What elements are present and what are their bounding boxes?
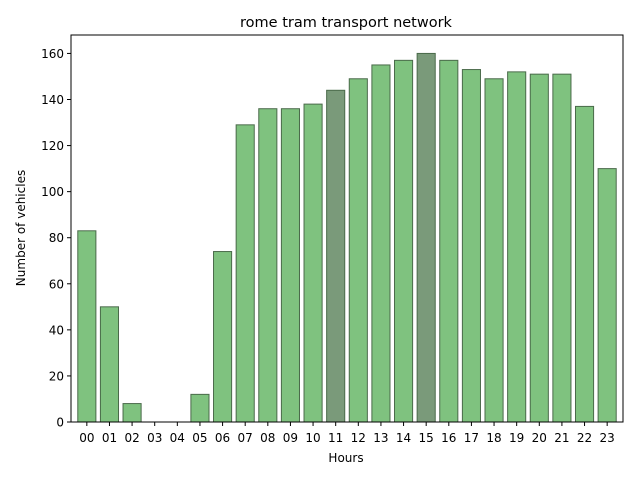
bar-15 <box>416 52 436 423</box>
x-tick-label: 12 <box>351 431 366 445</box>
bar-18 <box>484 78 504 423</box>
bar-05 <box>190 393 210 423</box>
y-axis-label: Number of vehicles <box>14 170 28 286</box>
bar-02 <box>122 403 142 423</box>
x-tick-label: 16 <box>441 431 456 445</box>
x-tick-label: 02 <box>124 431 139 445</box>
bar-19 <box>507 71 527 423</box>
y-tick-label: 80 <box>49 231 64 245</box>
bar-01 <box>99 306 120 423</box>
y-tick-label: 60 <box>49 277 64 291</box>
y-tick-label: 140 <box>41 93 64 107</box>
x-tick-label: 01 <box>102 431 117 445</box>
x-tick-label: 14 <box>396 431 411 445</box>
x-tick-label: 08 <box>260 431 275 445</box>
x-tick-label: 05 <box>192 431 207 445</box>
bar-21 <box>552 73 572 423</box>
x-tick-label: 07 <box>238 431 253 445</box>
x-tick-label: 11 <box>328 431 343 445</box>
x-tick-label: 23 <box>600 431 615 445</box>
x-axis: 00 01 02 03 04 05 06 07 08 09 10 11 12 13 14 15 16 17 18 19… <box>79 422 615 445</box>
x-tick-label: 15 <box>419 431 434 445</box>
bar-14 <box>394 59 414 423</box>
y-tick-label: 20 <box>49 369 64 383</box>
y-tick-label: 100 <box>41 185 64 199</box>
bar-20 <box>529 73 549 423</box>
y-tick-label: 0 <box>56 416 64 430</box>
bar-13 <box>371 64 391 423</box>
x-tick-label: 18 <box>486 431 501 445</box>
bar-23 <box>597 168 617 423</box>
x-tick-label: 00 <box>79 431 94 445</box>
x-tick-label: 22 <box>577 431 592 445</box>
x-tick-label: 17 <box>464 431 479 445</box>
y-tick-label: 120 <box>41 139 64 153</box>
bar-06 <box>213 251 233 423</box>
bar-12 <box>348 78 368 423</box>
x-tick-label: 21 <box>554 431 569 445</box>
x-tick-label: 19 <box>509 431 524 445</box>
x-tick-label: 04 <box>170 431 185 445</box>
x-tick-label: 10 <box>305 431 320 445</box>
plot-frame <box>70 34 624 423</box>
bar-22 <box>574 105 595 423</box>
x-tick-label: 13 <box>373 431 388 445</box>
bars-layer <box>77 52 617 423</box>
bar-07 <box>235 124 255 423</box>
bar-11 <box>326 89 346 423</box>
x-tick-label: 09 <box>283 431 298 445</box>
y-axis: 0 20 40 60 80 100 120 140 160 <box>41 47 71 430</box>
y-tick-label: 160 <box>41 47 64 61</box>
y-tick-label: 40 <box>49 323 64 337</box>
bar-09 <box>280 108 300 423</box>
x-tick-label: 03 <box>147 431 162 445</box>
chart-title: rome tram transport network <box>240 15 453 31</box>
x-tick-label: 20 <box>532 431 547 445</box>
bar-08 <box>258 108 278 423</box>
bar-16 <box>439 59 459 423</box>
x-tick-label: 06 <box>215 431 230 445</box>
bar-00 <box>77 230 97 423</box>
bar-10 <box>303 103 323 423</box>
x-axis-label: Hours <box>328 451 363 465</box>
bar-17 <box>461 69 481 423</box>
